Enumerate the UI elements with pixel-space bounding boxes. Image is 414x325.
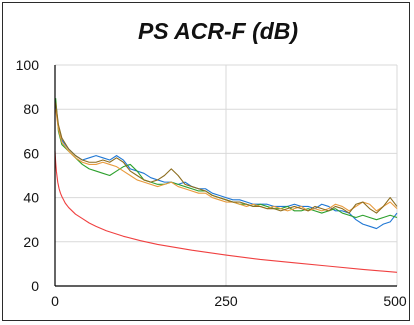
chart-container: PS ACR-F (dB) 0 20 40 60 80 100 0 250 500 [2,2,410,321]
y-tick-label-20: 20 [23,234,39,250]
y-tick-label-0: 0 [31,278,39,294]
ps-acr-f-chart: PS ACR-F (dB) 0 20 40 60 80 100 0 250 500 [16,18,407,309]
series-line-5 [54,151,398,273]
y-tick-label-100: 100 [16,57,40,73]
series-line-4 [55,102,398,214]
x-tick-label-500: 500 [383,293,407,309]
chart-title: PS ACR-F (dB) [138,18,298,44]
axes [54,65,397,287]
y-tick-label-40: 40 [23,190,39,206]
y-tick-label-60: 60 [23,145,39,161]
y-tick-label-80: 80 [23,101,39,117]
grid-lines [55,64,398,286]
x-tick-label-0: 0 [51,293,59,309]
x-tick-label-250: 250 [214,293,238,309]
series-line-3 [55,109,398,212]
tick-labels: 0 20 40 60 80 100 0 250 500 [16,57,407,309]
series-lines [54,98,398,273]
